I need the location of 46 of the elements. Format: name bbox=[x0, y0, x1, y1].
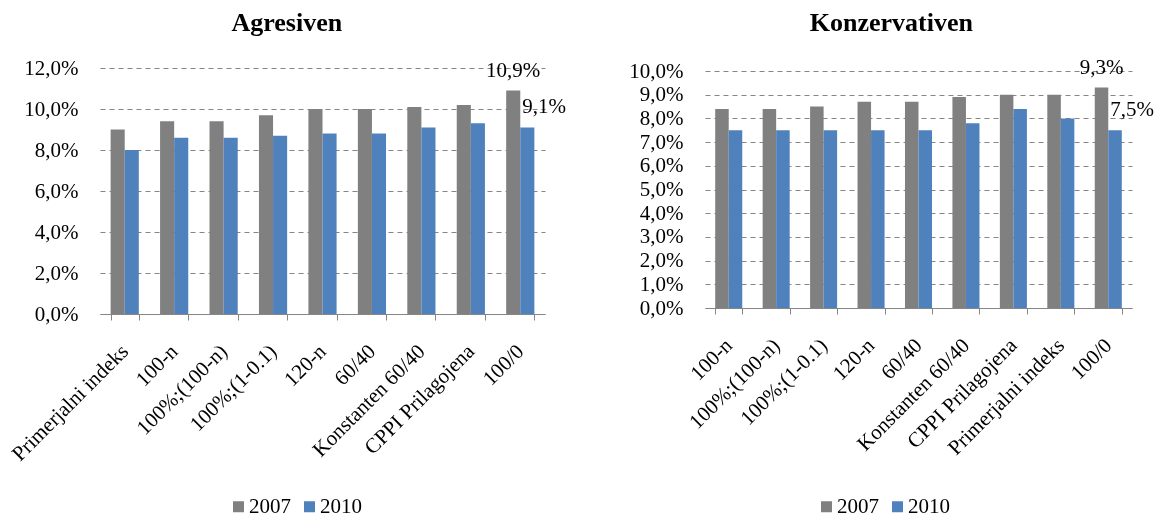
bar bbox=[965, 123, 980, 308]
bar bbox=[1013, 108, 1027, 308]
y-tick-label: 1,0% bbox=[639, 271, 684, 296]
bar bbox=[124, 150, 139, 314]
data-label: 9,1% bbox=[522, 94, 567, 119]
data-label: 7,5% bbox=[1110, 97, 1154, 122]
bar bbox=[1060, 118, 1075, 308]
y-tick-label: 9,0% bbox=[639, 82, 684, 107]
data-label: 10,9% bbox=[486, 57, 541, 82]
bar bbox=[223, 137, 238, 314]
legend-label: 2007 bbox=[249, 493, 291, 516]
chart-title: Agresiven bbox=[231, 8, 343, 37]
legend-label: 2010 bbox=[320, 493, 362, 516]
bar bbox=[470, 123, 485, 314]
bar bbox=[371, 133, 387, 314]
bar bbox=[823, 130, 838, 308]
y-tick-label: 10,0% bbox=[629, 58, 684, 83]
bar bbox=[728, 130, 743, 308]
y-tick-label: 5,0% bbox=[639, 177, 684, 201]
y-tick-label: 0,0% bbox=[34, 301, 79, 326]
chart-title: Konzervativen bbox=[809, 7, 974, 37]
bar bbox=[871, 130, 885, 308]
y-tick-label: 2,0% bbox=[639, 248, 684, 273]
y-tick-label: 4,0% bbox=[34, 219, 79, 244]
bar bbox=[322, 133, 337, 314]
y-tick-label: 4,0% bbox=[639, 200, 684, 225]
bar bbox=[273, 135, 288, 314]
bar bbox=[421, 127, 436, 314]
y-tick-label: 6,0% bbox=[34, 178, 79, 203]
y-tick-label: 3,0% bbox=[639, 224, 684, 249]
y-tick-label: 2,0% bbox=[34, 260, 79, 285]
legend-label: 2010 bbox=[908, 493, 950, 516]
bar bbox=[1108, 130, 1122, 308]
bar bbox=[776, 130, 790, 308]
data-label: 9,3% bbox=[1079, 54, 1124, 79]
legend-label: 2007 bbox=[837, 493, 879, 516]
bar bbox=[174, 137, 189, 314]
y-tick-label: 12,0% bbox=[24, 55, 79, 80]
y-tick-label: 8,0% bbox=[639, 105, 684, 130]
y-tick-label: 10,0% bbox=[24, 96, 79, 121]
y-tick-label: 6,0% bbox=[639, 153, 684, 178]
bar bbox=[520, 127, 535, 314]
y-tick-label: 8,0% bbox=[34, 137, 79, 162]
y-tick-label: 0,0% bbox=[639, 295, 684, 320]
bar bbox=[918, 130, 933, 308]
y-tick-label: 7,0% bbox=[639, 129, 684, 154]
